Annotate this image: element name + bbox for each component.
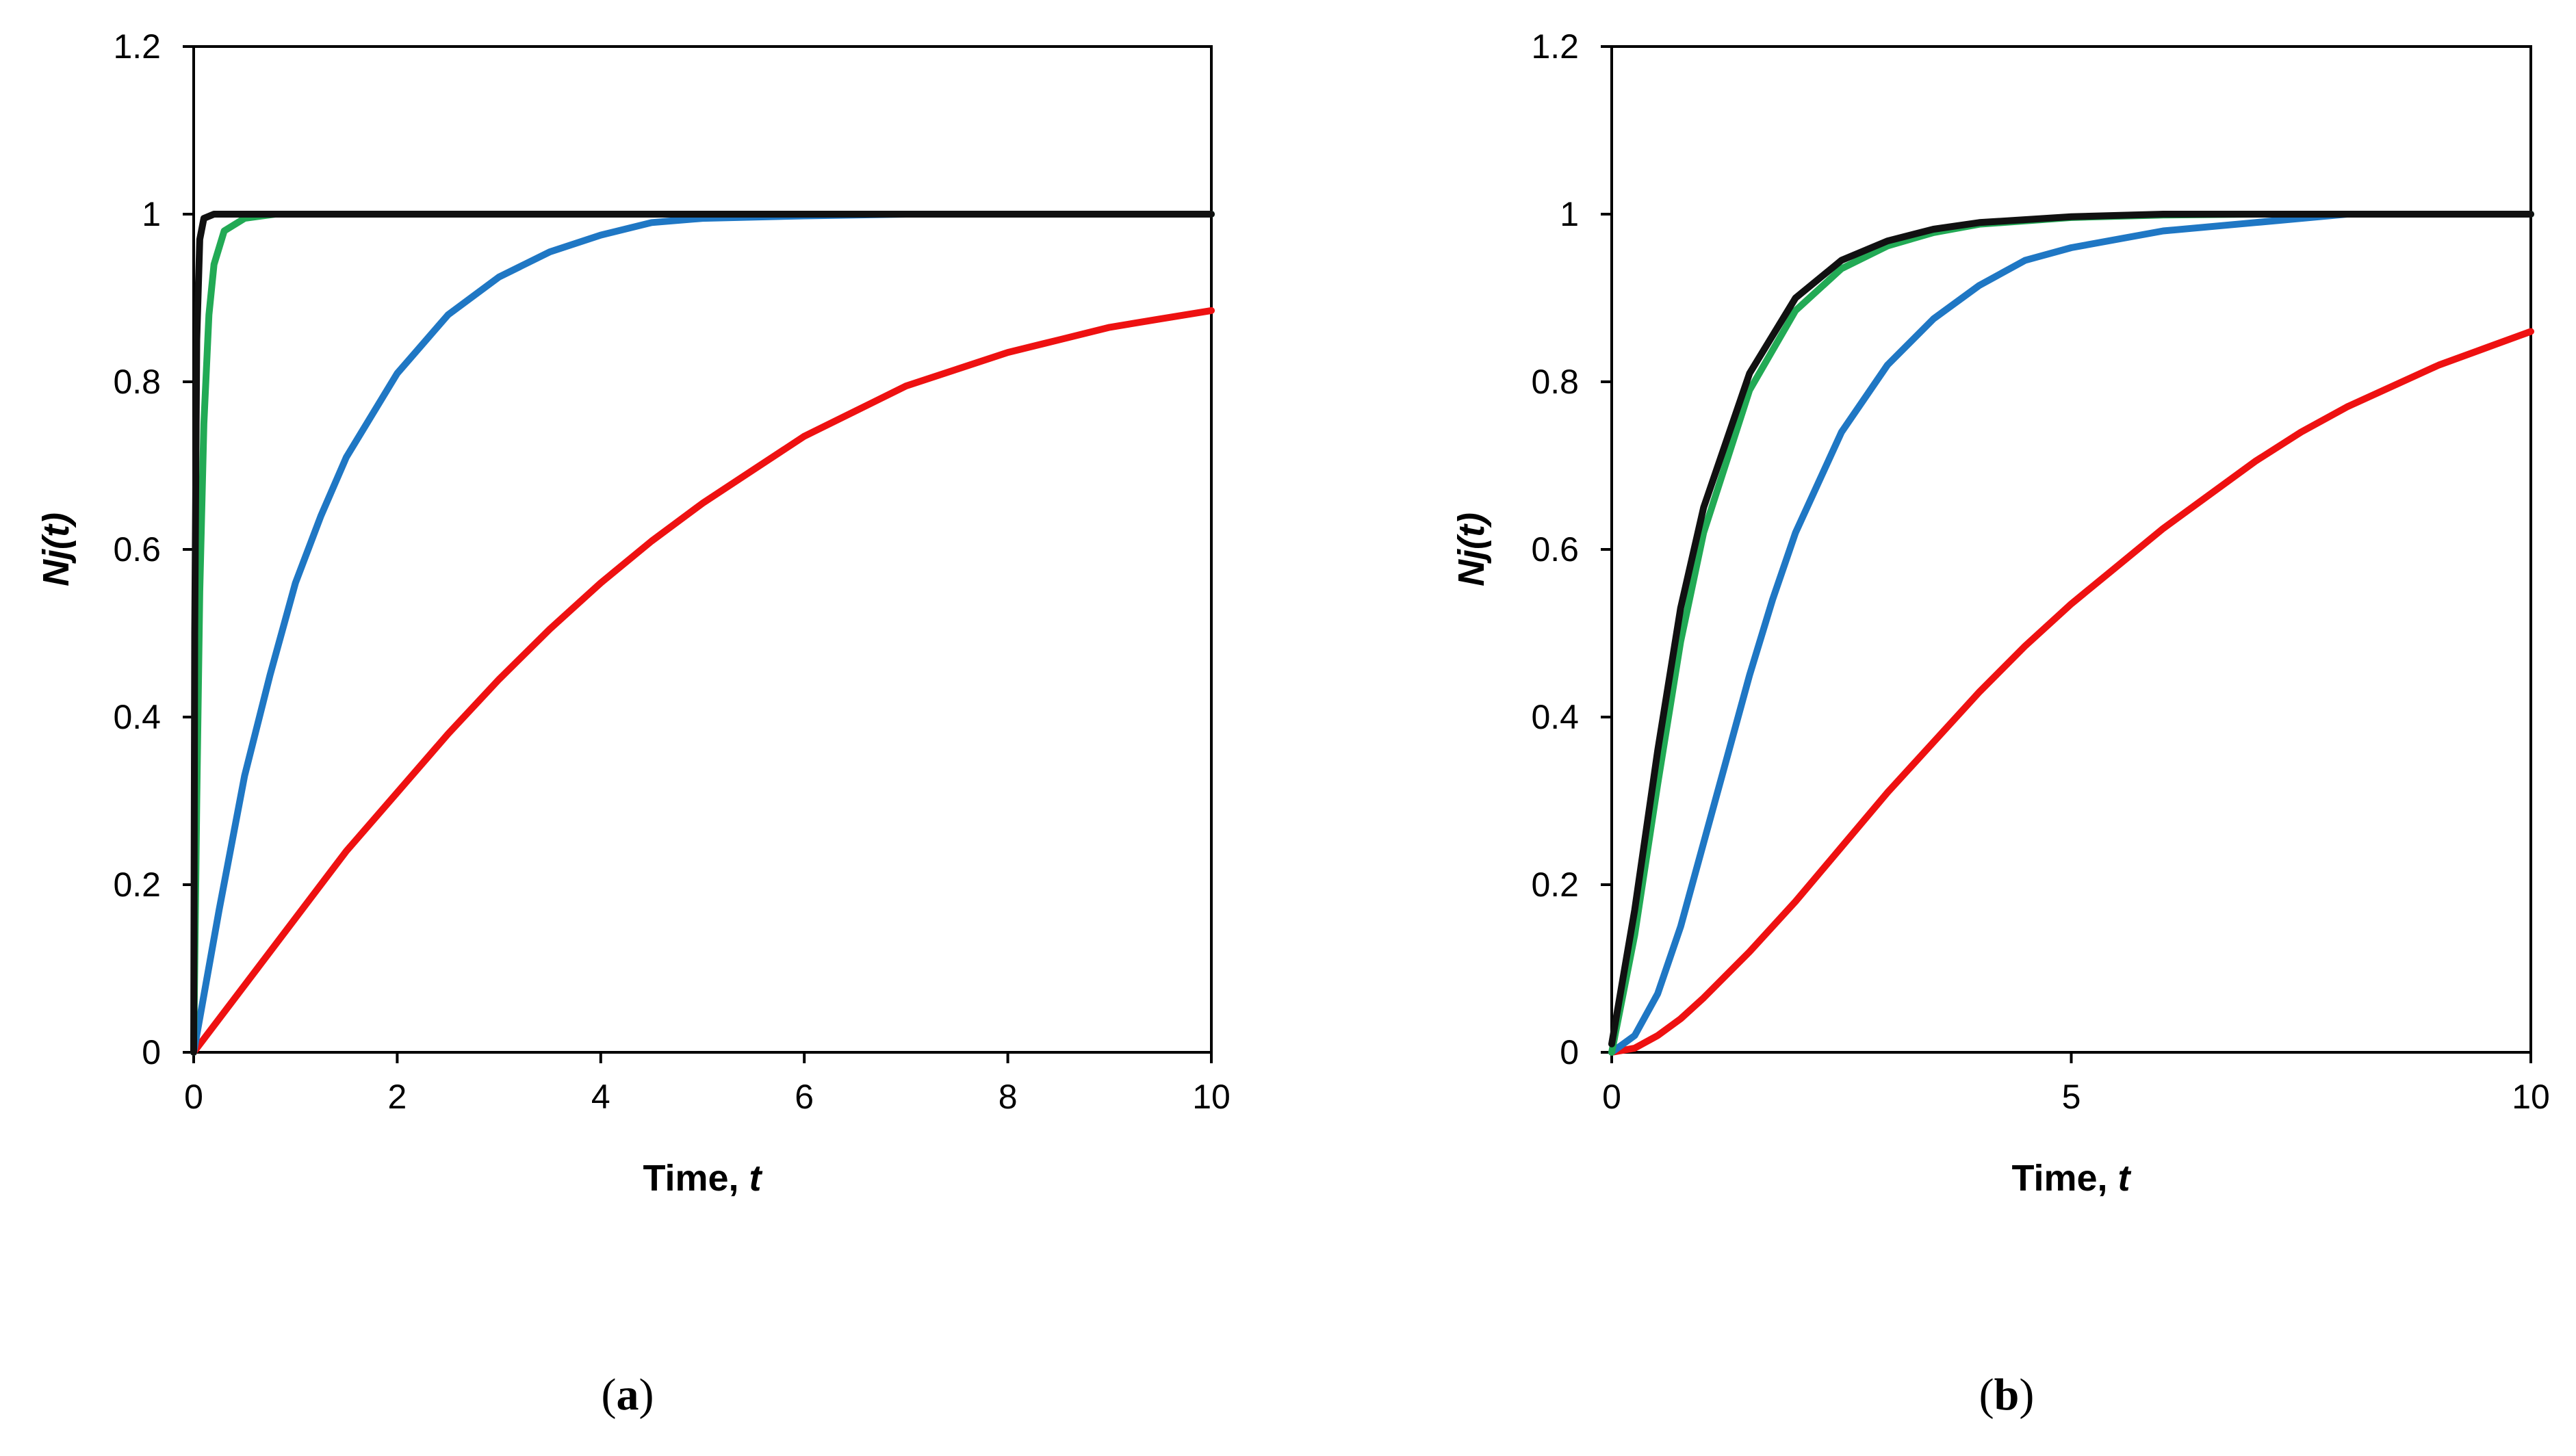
plot-area-a — [192, 45, 1213, 1054]
x-axis-a: 0 2 4 6 8 10 — [184, 1052, 1231, 1116]
y-tick-label-a: 0.8 — [113, 363, 161, 401]
x-tick-label-b: 10 — [2512, 1078, 2550, 1116]
x-tick-label-b: 5 — [2062, 1078, 2081, 1116]
y-tick-label-a: 1.2 — [113, 27, 161, 66]
x-axis-b: 0 5 10 — [1602, 1052, 2550, 1116]
panel-caption-a: (a) — [602, 1370, 654, 1420]
x-tick-label-b: 0 — [1602, 1078, 1621, 1116]
x-tick-label-a: 6 — [795, 1078, 814, 1116]
y-tick-label-a: 1 — [142, 195, 161, 233]
x-tick-label-a: 8 — [999, 1078, 1018, 1116]
y-tick-label-b: 1.2 — [1531, 27, 1579, 66]
y-axis-a: 0 0.2 0.4 0.6 0.8 1 1.2 — [113, 27, 194, 1071]
plot-area-b — [1610, 45, 2532, 1054]
y-axis-label-b: Nj(t) — [1451, 512, 1492, 586]
series-group-a — [190, 211, 1215, 1056]
panel-caption-b: (b) — [1979, 1370, 2035, 1420]
series-line-black-a — [190, 211, 1215, 1056]
y-tick-label-b: 0.4 — [1531, 698, 1579, 736]
x-tick-label-a: 4 — [591, 1078, 610, 1116]
y-tick-label-a: 0.4 — [113, 698, 161, 736]
y-axis-label-a: Nj(t) — [36, 512, 77, 586]
series-line-green-b — [1608, 211, 2534, 1056]
y-tick-label-a: 0 — [142, 1033, 161, 1071]
series-line-black-b — [1608, 211, 2534, 1048]
y-tick-label-a: 0.2 — [113, 866, 161, 904]
x-axis-label-b: Time, t — [2011, 1158, 2131, 1199]
series-line-blue-b — [1608, 211, 2534, 1056]
y-tick-label-b: 0 — [1560, 1033, 1579, 1071]
x-tick-label-a: 2 — [387, 1078, 407, 1116]
x-tick-label-a: 10 — [1192, 1078, 1231, 1116]
x-axis-label-a: Time, t — [643, 1158, 762, 1199]
y-tick-label-a: 0.6 — [113, 530, 161, 569]
y-tick-label-b: 1 — [1560, 195, 1579, 233]
y-tick-label-b: 0.8 — [1531, 363, 1579, 401]
series-line-red-b — [1608, 328, 2534, 1056]
y-tick-label-b: 0.6 — [1531, 530, 1579, 569]
y-tick-label-b: 0.2 — [1531, 866, 1579, 904]
panel-a: 0 2 4 6 8 10 00.20.40.60.811.2 Time, t Nj(t) … — [36, 27, 1231, 1420]
panel-b: 0 5 10 0 0.2 0.4 0.6 0.8 1 1.2 Time, t Nj(t) (b) — [1451, 27, 2550, 1420]
series-group-b — [1608, 211, 2534, 1056]
series-line-red-a — [190, 307, 1215, 1056]
y-axis-b: 0 0.2 0.4 0.6 0.8 1 1.2 — [1531, 27, 1612, 1071]
x-tick-label-a: 0 — [184, 1078, 203, 1116]
